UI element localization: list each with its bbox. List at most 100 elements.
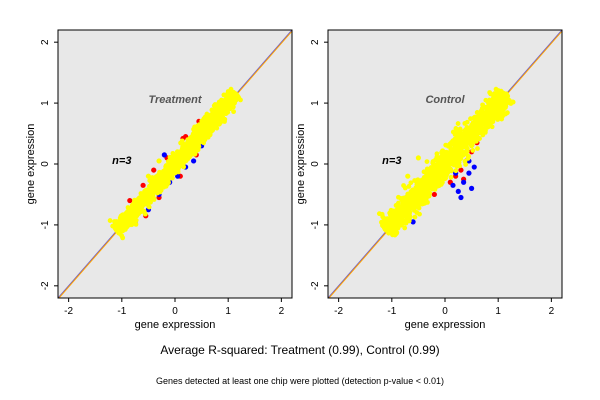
data-point-yellow <box>503 103 509 109</box>
data-point-yellow <box>405 197 410 203</box>
data-point-yellow <box>458 156 464 162</box>
data-point-blue <box>161 152 167 158</box>
data-point-yellow <box>198 137 203 143</box>
data-point-yellow <box>178 151 183 156</box>
data-point-yellow <box>398 196 404 201</box>
data-point-yellow <box>471 138 477 143</box>
data-point-yellow <box>140 193 146 199</box>
scatter-panel: -2 -1 0 1 2 -2 -1 0 1 2 gene expression gene expres… <box>295 29 563 331</box>
panel-annotation: n=3 <box>382 155 401 167</box>
data-point-yellow <box>406 212 412 218</box>
data-point-yellow <box>150 188 156 194</box>
data-point-yellow <box>451 162 457 168</box>
y-tick-label: 2 <box>310 39 321 45</box>
data-point-yellow <box>112 219 117 224</box>
data-point-yellow <box>442 161 448 167</box>
data-point-yellow <box>417 211 422 217</box>
data-point-yellow <box>493 112 499 118</box>
data-point-yellow <box>458 146 464 152</box>
data-point-yellow <box>219 97 224 103</box>
plot-area <box>58 30 292 298</box>
data-point-yellow <box>217 116 223 121</box>
x-tick-label: 0 <box>172 306 178 317</box>
data-point-yellow <box>406 184 412 189</box>
panel-annotation: n=3 <box>112 155 131 167</box>
data-point-yellow <box>447 167 453 173</box>
data-point-yellow <box>201 116 207 122</box>
data-point-blue <box>471 164 477 170</box>
data-point-yellow <box>224 103 230 109</box>
x-tick-label: 2 <box>549 306 555 317</box>
data-point-yellow <box>420 181 426 187</box>
data-point-yellow <box>412 214 418 220</box>
panel-title: Control <box>425 94 465 106</box>
data-point-yellow <box>474 110 480 115</box>
x-tick-label: -2 <box>334 306 343 317</box>
data-point-yellow <box>463 150 469 156</box>
data-point-yellow <box>219 101 225 107</box>
y-tick-label: -2 <box>310 281 321 290</box>
data-point-yellow <box>402 225 408 231</box>
data-point-yellow <box>456 152 462 158</box>
data-point-red <box>151 167 157 173</box>
data-point-yellow <box>156 158 162 164</box>
data-point-yellow <box>445 155 451 160</box>
data-point-yellow <box>448 149 453 155</box>
data-point-yellow <box>422 200 428 206</box>
data-point-yellow <box>167 166 173 172</box>
data-point-yellow <box>150 184 156 190</box>
data-point-yellow <box>424 178 430 184</box>
data-point-yellow <box>222 110 227 116</box>
data-point-blue <box>450 182 456 188</box>
data-point-yellow <box>113 226 119 232</box>
data-point-yellow <box>503 98 509 104</box>
data-point-yellow <box>180 141 186 147</box>
y-tick-label: 0 <box>310 161 321 167</box>
data-point-yellow <box>465 134 471 140</box>
data-point-yellow <box>412 178 418 183</box>
x-tick-label: -2 <box>64 306 73 317</box>
data-point-blue <box>455 188 461 195</box>
data-point-yellow <box>495 96 501 102</box>
data-point-yellow <box>218 109 224 115</box>
data-point-yellow <box>477 121 483 127</box>
data-point-yellow <box>394 230 399 236</box>
data-point-yellow <box>406 205 412 210</box>
y-axis-label: gene expression <box>25 124 37 205</box>
data-point-yellow <box>171 165 176 171</box>
data-point-yellow <box>389 211 395 217</box>
data-point-yellow <box>199 133 205 139</box>
data-point-yellow <box>107 218 113 223</box>
data-point-blue <box>410 219 416 225</box>
data-point-yellow <box>209 111 215 117</box>
data-point-yellow <box>165 171 170 177</box>
data-point-yellow <box>398 222 404 228</box>
data-point-red <box>431 191 437 198</box>
x-tick-label: 1 <box>495 306 501 317</box>
data-point-yellow <box>193 126 199 131</box>
x-tick-label: -1 <box>117 306 126 317</box>
data-point-yellow <box>453 126 459 131</box>
data-point-yellow <box>145 173 152 179</box>
data-point-yellow <box>453 168 459 174</box>
data-point-yellow <box>490 114 495 120</box>
data-point-yellow <box>224 98 230 104</box>
data-point-yellow <box>452 151 457 157</box>
data-point-yellow <box>143 191 149 197</box>
data-point-blue <box>468 185 475 191</box>
data-point-yellow <box>487 90 493 95</box>
data-point-yellow <box>131 219 137 224</box>
data-point-yellow <box>449 140 454 145</box>
data-point-yellow <box>414 197 420 203</box>
data-point-yellow <box>467 130 473 135</box>
data-point-red <box>127 197 133 204</box>
data-point-yellow <box>464 146 470 152</box>
data-point-yellow <box>131 210 137 216</box>
data-point-yellow <box>504 110 510 116</box>
data-point-yellow <box>414 181 420 187</box>
data-point-yellow <box>424 159 430 165</box>
data-point-yellow <box>228 103 234 109</box>
data-point-yellow <box>482 129 488 135</box>
data-point-yellow <box>448 174 454 180</box>
data-point-yellow <box>122 226 128 232</box>
